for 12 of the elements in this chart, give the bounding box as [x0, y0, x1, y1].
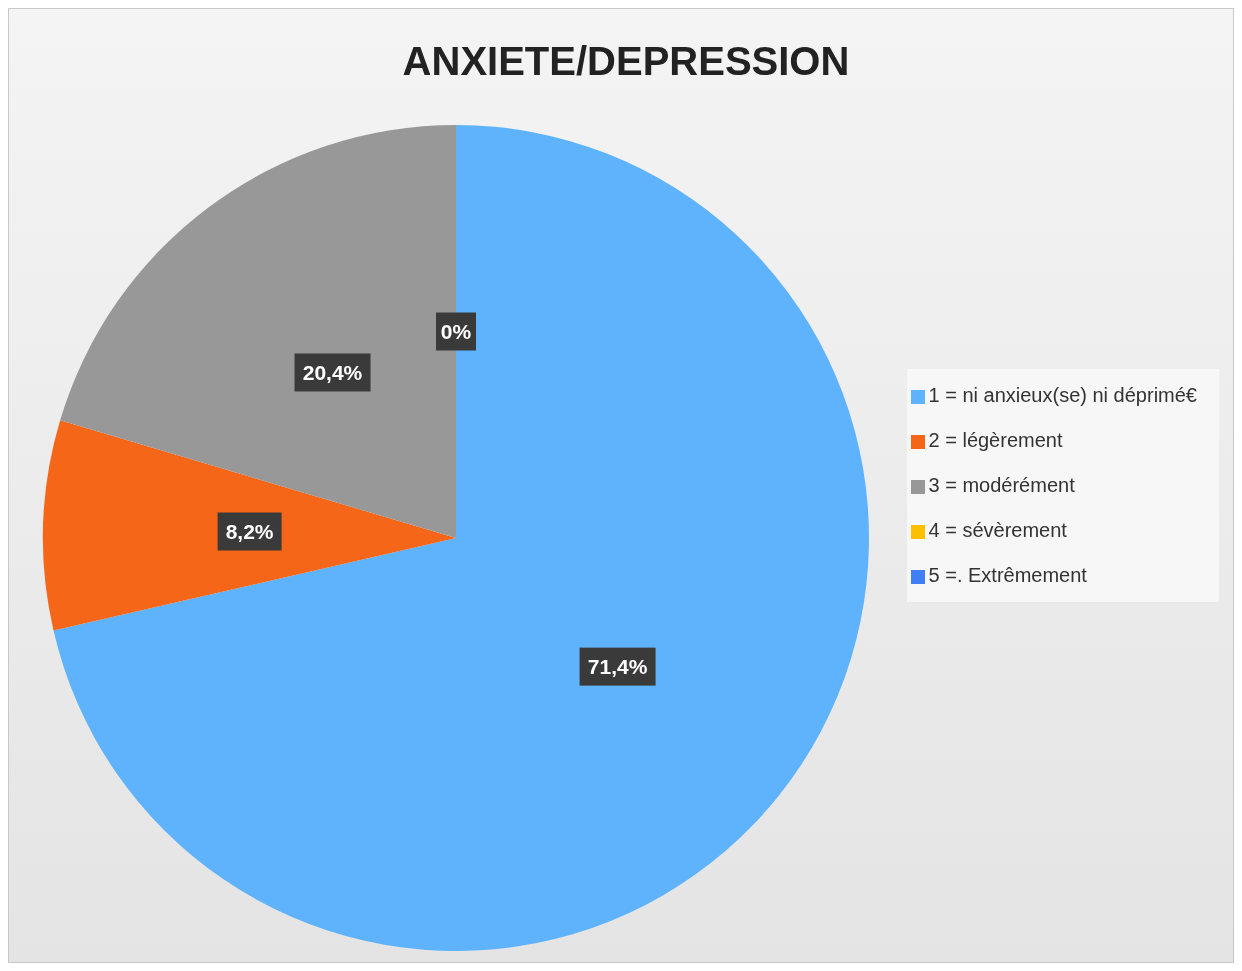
data-label: 71,4%: [587, 655, 648, 679]
pie-slice: [53, 125, 869, 951]
data-label: 8,2%: [225, 520, 274, 544]
legend-label: 4 = sévèrement: [928, 519, 1067, 541]
legend-label: 1 = ni anxieux(se) ni déprimé€: [928, 384, 1197, 406]
legend-label: 2 = légèrement: [928, 429, 1063, 451]
legend-label: 3 = modérément: [928, 474, 1075, 496]
pie-slice: [43, 420, 456, 631]
text: 0%: [440, 320, 472, 343]
data-label: 20,4%: [302, 360, 363, 384]
chart-title: ANXIETE/DEPRESSION: [401, 39, 851, 84]
legend-label: 5 =. Extrêmement: [928, 564, 1087, 586]
